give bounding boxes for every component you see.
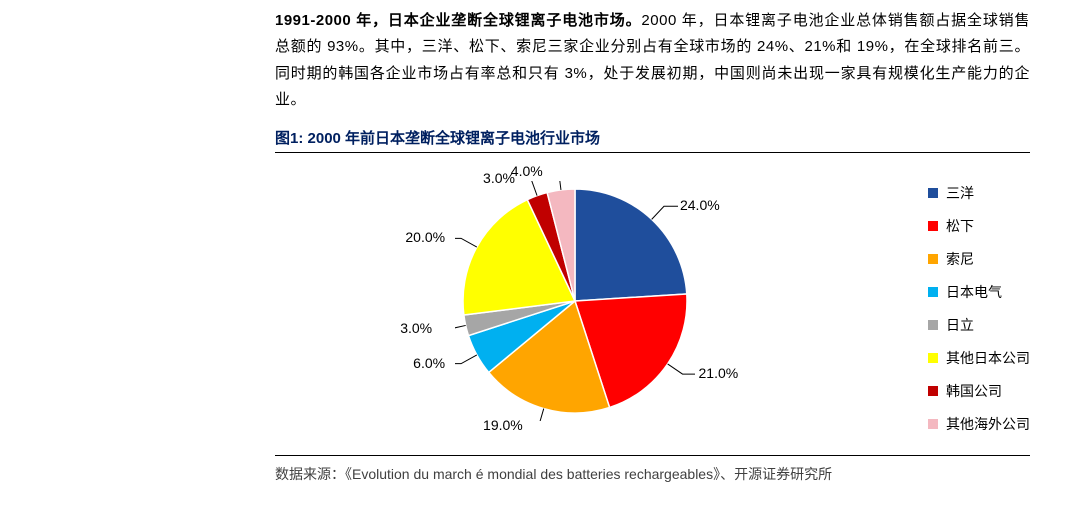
legend-swatch [928,188,938,198]
legend-item: 日本电气 [928,282,1030,302]
legend-item: 韩国公司 [928,381,1030,401]
document-content: 1991-2000 年，日本企业垄断全球锂离子电池市场。2000 年，日本锂离子… [275,8,1030,484]
pie-svg [455,181,695,421]
chart-legend: 三洋松下索尼日本电气日立其他日本公司韩国公司其他海外公司 [928,183,1030,447]
legend-label: 韩国公司 [946,381,1002,401]
figure-source: 数据来源：《Evolution du march é mondial des b… [275,464,1030,484]
legend-swatch [928,287,938,297]
pie-pct-label: 4.0% [511,163,543,179]
legend-label: 松下 [946,216,974,236]
legend-item: 日立 [928,315,1030,335]
leader-line [455,325,466,329]
legend-swatch [928,353,938,363]
leader-line [668,364,695,374]
legend-label: 三洋 [946,183,974,203]
legend-swatch [928,386,938,396]
legend-label: 其他海外公司 [946,414,1030,434]
legend-swatch [928,221,938,231]
pie-pct-label: 21.0% [699,365,739,381]
legend-item: 三洋 [928,183,1030,203]
bold-lead: 1991-2000 年，日本企业垄断全球锂离子电池市场。 [275,12,641,29]
pie-pct-label: 6.0% [413,355,445,371]
legend-item: 松下 [928,216,1030,236]
pie-chart: 三洋松下索尼日本电气日立其他日本公司韩国公司其他海外公司 24.0% 21.0% 1… [275,153,1030,453]
leader-line [455,238,477,247]
pie-wrap [455,181,695,421]
leader-line [517,181,537,196]
leader-line [525,409,544,421]
legend-item: 其他日本公司 [928,348,1030,368]
leader-line [455,355,477,364]
legend-swatch [928,254,938,264]
figure-rule-bottom [275,455,1030,456]
figure-title: 图1: 2000 年前日本垄断全球锂离子电池行业市场 [275,127,1030,150]
pie-pct-label: 20.0% [405,229,445,245]
pie-pct-label: 24.0% [680,197,720,213]
legend-label: 日本电气 [946,282,1002,302]
leader-line [545,181,561,190]
legend-item: 索尼 [928,249,1030,269]
legend-label: 日立 [946,315,974,335]
pie-pct-label: 19.0% [483,417,523,433]
legend-item: 其他海外公司 [928,414,1030,434]
pie-pct-label: 3.0% [400,320,432,336]
legend-swatch [928,320,938,330]
body-paragraph: 1991-2000 年，日本企业垄断全球锂离子电池市场。2000 年，日本锂离子… [275,8,1030,113]
legend-label: 索尼 [946,249,974,269]
leader-line [652,206,678,219]
legend-label: 其他日本公司 [946,348,1030,368]
legend-swatch [928,419,938,429]
